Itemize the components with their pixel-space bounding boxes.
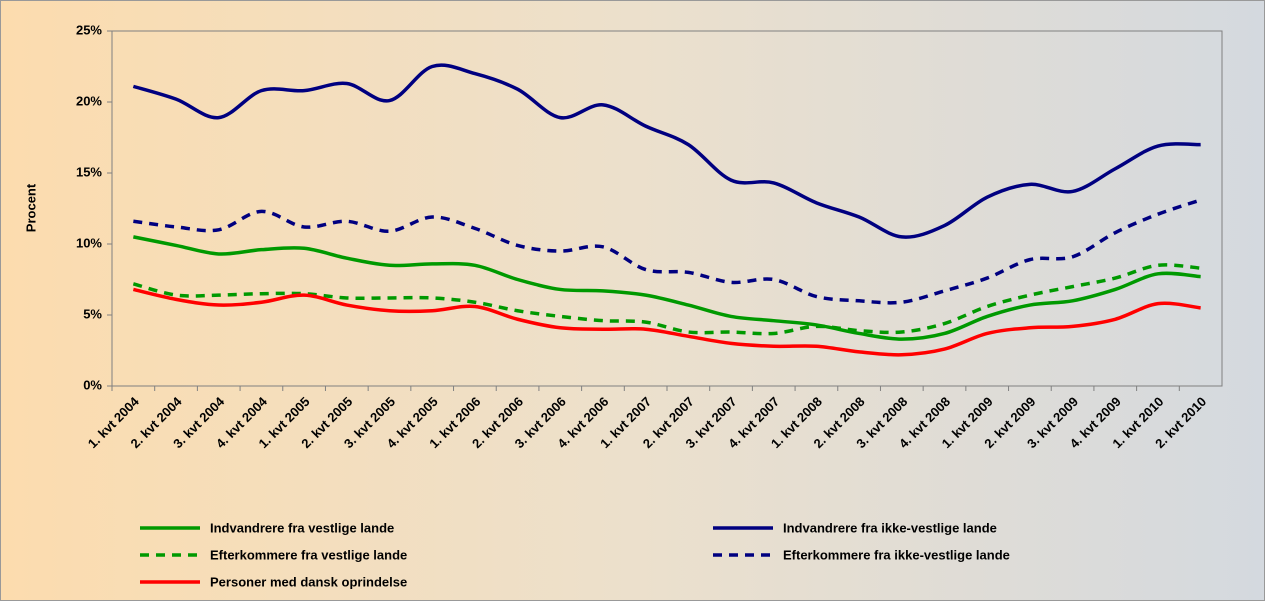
series-line [132,263,1201,336]
legend-label: Efterkommere fra ikke-vestlige lande [783,547,1010,562]
legend-label: Efterkommere fra vestlige lande [210,547,407,562]
y-axis-title: Procent [23,183,38,232]
y-tick-label: 5% [83,306,102,321]
series-line [132,63,1201,239]
legend-label: Indvandrere fra ikke-vestlige lande [783,520,997,535]
series-line [133,235,1201,341]
series-line [132,287,1201,357]
series-line [133,198,1202,305]
legend-label: Indvandrere fra vestlige lande [210,520,394,535]
y-tick-label: 25% [76,22,102,37]
y-tick-label: 20% [76,93,102,108]
y-tick-label: 0% [83,377,102,392]
y-tick-label: 10% [76,235,102,250]
legend-label: Personer med dansk oprindelse [210,574,407,589]
y-tick-label: 15% [76,164,102,179]
